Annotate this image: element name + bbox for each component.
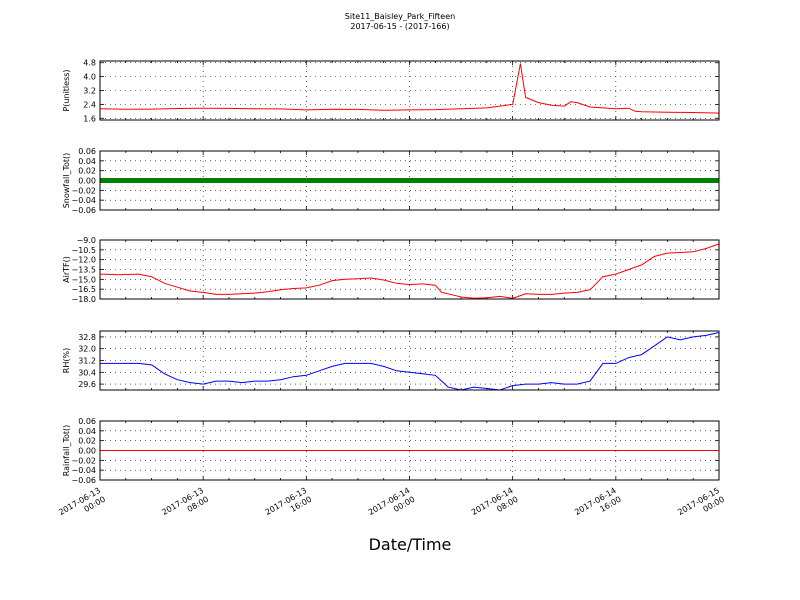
series-line bbox=[99, 243, 720, 299]
y-tick-label: −9.0 bbox=[77, 236, 96, 245]
y-tick-label: −15.0 bbox=[71, 275, 96, 284]
y-tick-label: 30.4 bbox=[78, 368, 96, 377]
axes-frame bbox=[99, 239, 720, 300]
y-tick-label: −0.06 bbox=[71, 476, 96, 485]
y-tick-label: −12.0 bbox=[71, 256, 96, 265]
y-axis-label: AirTF() bbox=[62, 256, 71, 283]
y-tick-label: 32.0 bbox=[78, 345, 96, 354]
axes-frame bbox=[99, 420, 720, 481]
subplot-5: −0.06−0.04−0.020.000.020.040.06 Rainfall_… bbox=[62, 417, 720, 485]
subplot-4: 29.6 30.4 31.2 32.0 32.8 RH(%) bbox=[62, 330, 720, 391]
y-tick-label: 0.02 bbox=[78, 167, 96, 176]
subplot-panels: 1.62.43.24.04.8P(unitless)−0.06−0.04−0.0… bbox=[62, 59, 720, 485]
y-axis-label: Snowfall_Tot() bbox=[62, 153, 71, 209]
x-tick-label: 2017-06-1408:00 bbox=[470, 486, 520, 526]
axes-frame bbox=[99, 60, 720, 121]
y-tick-label: −0.04 bbox=[71, 466, 96, 475]
series-line bbox=[100, 332, 720, 391]
y-tick-label: 4.0 bbox=[83, 73, 96, 82]
series-line bbox=[99, 63, 720, 114]
x-tick-label: 2017-06-1316:00 bbox=[264, 486, 314, 526]
axes-frame bbox=[99, 150, 720, 211]
y-tick-label: 32.8 bbox=[78, 333, 96, 342]
y-tick-label: −18.0 bbox=[71, 295, 96, 304]
x-axis-label: Date/Time bbox=[369, 535, 452, 554]
y-tick-label: −0.02 bbox=[71, 456, 96, 465]
x-tick-label: 2017-06-1308:00 bbox=[160, 486, 210, 526]
figure-title-line1: Site11_Baisley_Park_Fifteen bbox=[345, 12, 455, 21]
y-tick-label: −0.06 bbox=[71, 206, 96, 215]
y-tick-label: 0.00 bbox=[78, 177, 96, 186]
y-tick-label: −0.04 bbox=[71, 196, 96, 205]
subplot-2: −0.06−0.04−0.020.000.020.040.06 Snowfall_… bbox=[62, 147, 720, 215]
y-tick-label: 1.6 bbox=[83, 114, 96, 123]
figure-title-line2: 2017-06-15 - (2017-166) bbox=[350, 22, 449, 31]
x-tick-label: 2017-06-1300:00 bbox=[57, 486, 107, 526]
axes-frame bbox=[99, 330, 720, 391]
y-tick-label: −0.02 bbox=[71, 186, 96, 195]
y-tick-label: 0.06 bbox=[78, 417, 96, 426]
x-tick-label: 2017-06-1400:00 bbox=[367, 486, 417, 526]
y-tick-label: 0.02 bbox=[78, 437, 96, 446]
y-tick-label: 0.00 bbox=[78, 447, 96, 456]
x-axis-tick-labels: 2017-06-1300:00 2017-06-1308:00 2017-06-13… bbox=[57, 486, 726, 526]
y-tick-label: 0.06 bbox=[78, 147, 96, 156]
x-tick-label: 2017-06-1500:00 bbox=[676, 486, 726, 526]
subplot-3: −18.0−16.5−15.0−13.5−12.0−10.5−9.0 AirTF(… bbox=[62, 236, 720, 304]
y-tick-label: 2.4 bbox=[83, 100, 96, 109]
y-tick-label: 0.04 bbox=[78, 157, 96, 166]
y-axis-label: Rainfall_Tot() bbox=[62, 425, 71, 477]
y-tick-label: 4.8 bbox=[83, 59, 96, 68]
y-tick-label: −16.5 bbox=[71, 285, 96, 294]
y-tick-label: 3.2 bbox=[83, 87, 96, 96]
y-tick-label: 31.2 bbox=[78, 357, 96, 366]
y-tick-label: 0.04 bbox=[78, 427, 96, 436]
x-tick-label: 2017-06-1416:00 bbox=[573, 486, 623, 526]
y-tick-label: −10.5 bbox=[71, 246, 96, 255]
y-axis-label: RH(%) bbox=[62, 348, 71, 373]
y-tick-label: −13.5 bbox=[71, 266, 96, 275]
y-axis-label: P(unitless) bbox=[62, 69, 71, 111]
y-tick-label: 29.6 bbox=[78, 380, 96, 389]
subplot-1: 1.6 2.4 3.2 4.0 4.8 P(unitless) bbox=[62, 59, 720, 123]
